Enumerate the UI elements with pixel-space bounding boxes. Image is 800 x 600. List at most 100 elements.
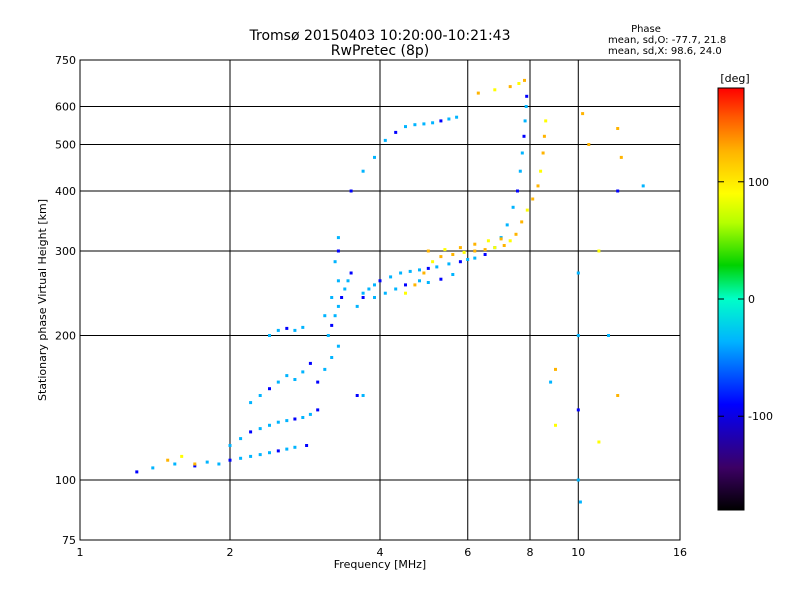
data-point-o xyxy=(305,444,309,447)
phase-stats-title: Phase xyxy=(631,24,661,35)
data-points xyxy=(135,78,645,504)
y-tick-label: 400 xyxy=(55,185,76,198)
data-point-o xyxy=(367,287,371,291)
data-point-o xyxy=(466,258,470,261)
data-point-o xyxy=(285,326,289,330)
data-point-x xyxy=(531,197,535,201)
data-point-x xyxy=(541,151,545,155)
data-point-x xyxy=(514,232,518,236)
data-point-x xyxy=(180,454,184,458)
data-point-o xyxy=(431,121,435,125)
data-point-o xyxy=(268,387,271,391)
data-point-x xyxy=(554,367,557,371)
data-point-x xyxy=(193,462,197,466)
data-point-x xyxy=(499,237,503,241)
data-point-o xyxy=(249,401,253,405)
data-point-o xyxy=(268,451,271,455)
data-point-o xyxy=(523,119,527,123)
data-point-o xyxy=(349,271,353,275)
data-point-o xyxy=(524,105,528,108)
data-point-o xyxy=(394,287,398,291)
data-point-x xyxy=(483,248,487,252)
data-point-o xyxy=(576,408,580,412)
data-point-o xyxy=(301,370,305,374)
data-point-o xyxy=(394,130,398,134)
data-point-o xyxy=(373,283,376,287)
data-point-x xyxy=(536,184,540,188)
data-point-o xyxy=(330,323,334,327)
data-point-o xyxy=(520,151,524,155)
colorbar-tick-label: -100 xyxy=(748,410,773,423)
data-point-o xyxy=(408,269,412,273)
data-point-o xyxy=(228,444,232,447)
data-point-o xyxy=(389,275,393,279)
data-point-o xyxy=(276,420,280,424)
data-point-o xyxy=(228,458,232,462)
data-point-o xyxy=(301,325,305,329)
y-tick-label: 75 xyxy=(62,534,76,547)
x-tick-label: 16 xyxy=(673,546,687,559)
data-point-x xyxy=(616,394,620,397)
colorbar-tick-label: 0 xyxy=(748,293,755,306)
data-point-o xyxy=(473,256,477,260)
y-tick-label: 200 xyxy=(55,330,76,343)
data-point-o xyxy=(258,453,262,457)
x-tick-label: 4 xyxy=(377,546,384,559)
data-point-x xyxy=(508,239,512,243)
data-point-o xyxy=(383,138,387,142)
data-point-x xyxy=(502,244,506,247)
data-point-x xyxy=(597,249,601,253)
data-point-o xyxy=(447,262,451,266)
data-point-o xyxy=(316,408,320,412)
data-point-o xyxy=(355,394,359,397)
data-point-o xyxy=(340,296,344,299)
y-tick-label: 750 xyxy=(55,54,76,67)
data-point-o xyxy=(447,117,451,121)
data-point-o xyxy=(336,236,340,240)
data-point-o xyxy=(293,328,297,332)
colorbar-ticks: 100 0 -100 xyxy=(718,176,773,423)
data-point-x xyxy=(508,85,512,89)
data-point-o xyxy=(276,328,280,332)
data-point-x xyxy=(486,239,490,243)
data-point-o xyxy=(336,279,340,283)
data-point-o xyxy=(455,115,459,119)
data-point-o xyxy=(518,169,522,173)
data-point-o xyxy=(285,447,289,451)
data-point-o xyxy=(439,119,443,123)
data-point-o xyxy=(268,334,271,337)
data-point-o xyxy=(308,361,312,365)
data-point-o xyxy=(522,134,526,138)
data-point-o xyxy=(435,265,439,269)
data-point-o xyxy=(336,344,340,348)
phase-stats-o: mean, sd,O: -77.7, 21.8 xyxy=(608,35,726,46)
data-point-o xyxy=(268,423,271,427)
data-point-o xyxy=(205,460,209,464)
data-point-o xyxy=(276,449,280,453)
data-point-x xyxy=(166,458,170,462)
data-point-o xyxy=(383,291,387,295)
data-point-o xyxy=(525,94,529,98)
data-point-o xyxy=(293,417,297,421)
data-point-o xyxy=(616,189,620,193)
x-tick-label: 10 xyxy=(571,546,585,559)
data-point-x xyxy=(597,440,601,444)
data-point-o xyxy=(135,470,139,474)
data-point-o xyxy=(293,378,297,381)
data-point-x xyxy=(616,127,620,130)
data-point-x xyxy=(619,155,623,159)
data-point-x xyxy=(439,255,443,259)
data-point-x xyxy=(462,250,466,254)
data-point-x xyxy=(422,271,426,275)
data-point-o xyxy=(378,279,382,283)
data-point-x xyxy=(493,88,497,92)
data-point-o xyxy=(326,334,330,337)
data-point-o xyxy=(217,462,221,466)
chart-title: Tromsø 20150403 10:20:00-10:21:43 xyxy=(249,28,511,44)
data-point-o xyxy=(301,416,305,419)
data-point-x xyxy=(476,91,480,95)
data-point-o xyxy=(323,314,327,318)
data-point-o xyxy=(343,287,347,291)
data-point-x xyxy=(443,248,447,252)
data-point-o xyxy=(361,296,365,299)
